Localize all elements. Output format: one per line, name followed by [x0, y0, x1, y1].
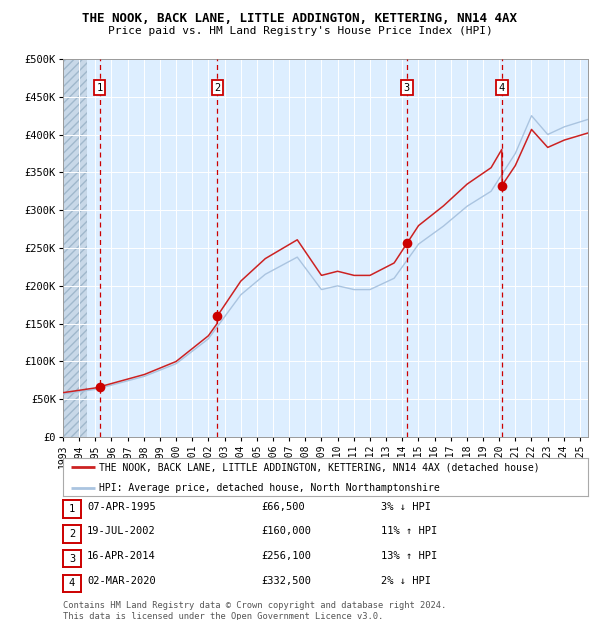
Text: Contains HM Land Registry data © Crown copyright and database right 2024.
This d: Contains HM Land Registry data © Crown c…: [63, 601, 446, 620]
Text: 4: 4: [499, 82, 505, 92]
Text: 3: 3: [69, 554, 75, 564]
Text: 16-APR-2014: 16-APR-2014: [87, 551, 156, 561]
Bar: [63, 59, 87, 437]
Text: 2: 2: [69, 529, 75, 539]
Text: 1: 1: [69, 504, 75, 514]
Text: Price paid vs. HM Land Registry's House Price Index (HPI): Price paid vs. HM Land Registry's House …: [107, 26, 493, 36]
Text: 13% ↑ HPI: 13% ↑ HPI: [381, 551, 437, 561]
Text: 3% ↓ HPI: 3% ↓ HPI: [381, 502, 431, 512]
Text: £332,500: £332,500: [261, 576, 311, 586]
Text: 02-MAR-2020: 02-MAR-2020: [87, 576, 156, 586]
Text: 2% ↓ HPI: 2% ↓ HPI: [381, 576, 431, 586]
Text: 07-APR-1995: 07-APR-1995: [87, 502, 156, 512]
Text: £256,100: £256,100: [261, 551, 311, 561]
Text: 1: 1: [97, 82, 103, 92]
Text: 3: 3: [404, 82, 410, 92]
Text: £160,000: £160,000: [261, 526, 311, 536]
Text: THE NOOK, BACK LANE, LITTLE ADDINGTON, KETTERING, NN14 4AX: THE NOOK, BACK LANE, LITTLE ADDINGTON, K…: [83, 12, 517, 25]
Text: 11% ↑ HPI: 11% ↑ HPI: [381, 526, 437, 536]
Text: 4: 4: [69, 578, 75, 588]
Text: 19-JUL-2002: 19-JUL-2002: [87, 526, 156, 536]
Text: HPI: Average price, detached house, North Northamptonshire: HPI: Average price, detached house, Nort…: [98, 482, 439, 492]
Text: 2: 2: [214, 82, 220, 92]
Text: THE NOOK, BACK LANE, LITTLE ADDINGTON, KETTERING, NN14 4AX (detached house): THE NOOK, BACK LANE, LITTLE ADDINGTON, K…: [98, 462, 539, 472]
Text: £66,500: £66,500: [261, 502, 305, 512]
